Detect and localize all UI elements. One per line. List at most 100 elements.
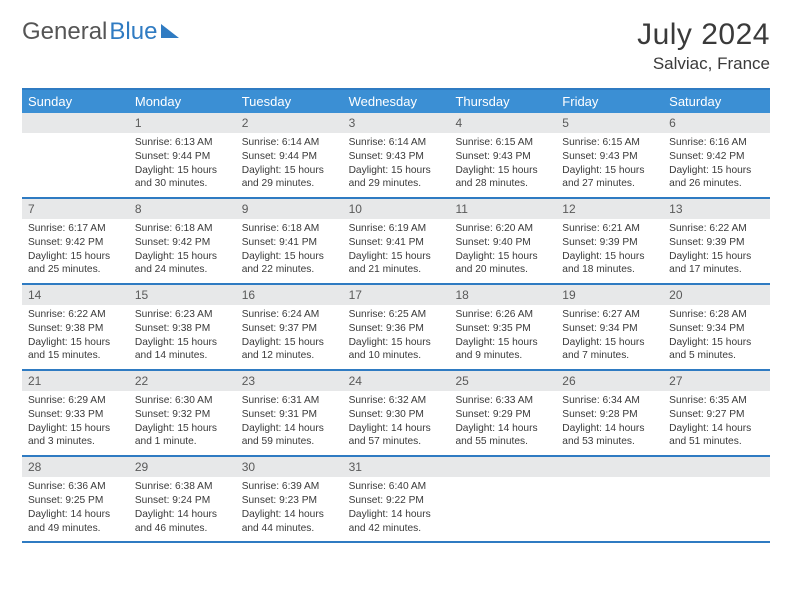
calendar-day: 3Sunrise: 6:14 AMSunset: 9:43 PMDaylight… — [343, 113, 450, 197]
day-number: 20 — [663, 285, 770, 305]
day-body: Sunrise: 6:24 AMSunset: 9:37 PMDaylight:… — [236, 305, 343, 369]
day-number: 8 — [129, 199, 236, 219]
day-line: Sunrise: 6:25 AM — [349, 308, 444, 322]
weekday-label: Thursday — [449, 90, 556, 113]
day-line: Daylight: 14 hours and 46 minutes. — [135, 508, 230, 536]
calendar-day: 9Sunrise: 6:18 AMSunset: 9:41 PMDaylight… — [236, 199, 343, 283]
day-line: Sunset: 9:42 PM — [135, 236, 230, 250]
calendar-day: 29Sunrise: 6:38 AMSunset: 9:24 PMDayligh… — [129, 457, 236, 541]
day-body: Sunrise: 6:33 AMSunset: 9:29 PMDaylight:… — [449, 391, 556, 455]
day-line: Sunset: 9:38 PM — [28, 322, 123, 336]
day-line: Sunrise: 6:19 AM — [349, 222, 444, 236]
day-body: Sunrise: 6:15 AMSunset: 9:43 PMDaylight:… — [449, 133, 556, 197]
day-body — [556, 477, 663, 537]
day-line: Daylight: 15 hours and 9 minutes. — [455, 336, 550, 364]
day-line: Daylight: 14 hours and 53 minutes. — [562, 422, 657, 450]
day-number: 5 — [556, 113, 663, 133]
calendar-week: 28Sunrise: 6:36 AMSunset: 9:25 PMDayligh… — [22, 457, 770, 543]
day-line: Daylight: 15 hours and 22 minutes. — [242, 250, 337, 278]
logo-mark-icon — [161, 24, 179, 38]
day-number: 18 — [449, 285, 556, 305]
day-body: Sunrise: 6:23 AMSunset: 9:38 PMDaylight:… — [129, 305, 236, 369]
weekday-label: Wednesday — [343, 90, 450, 113]
day-line: Sunrise: 6:38 AM — [135, 480, 230, 494]
calendar-day: 25Sunrise: 6:33 AMSunset: 9:29 PMDayligh… — [449, 371, 556, 455]
weekday-label: Monday — [129, 90, 236, 113]
day-number: 28 — [22, 457, 129, 477]
day-number — [663, 457, 770, 477]
day-body — [449, 477, 556, 537]
day-line: Daylight: 15 hours and 29 minutes. — [349, 164, 444, 192]
calendar-day: 20Sunrise: 6:28 AMSunset: 9:34 PMDayligh… — [663, 285, 770, 369]
day-line: Sunrise: 6:18 AM — [135, 222, 230, 236]
calendar-week: 21Sunrise: 6:29 AMSunset: 9:33 PMDayligh… — [22, 371, 770, 457]
calendar-day: 27Sunrise: 6:35 AMSunset: 9:27 PMDayligh… — [663, 371, 770, 455]
weekday-label: Tuesday — [236, 90, 343, 113]
day-body — [22, 133, 129, 193]
day-number: 12 — [556, 199, 663, 219]
day-line: Sunset: 9:42 PM — [669, 150, 764, 164]
day-number: 22 — [129, 371, 236, 391]
day-line: Sunset: 9:44 PM — [242, 150, 337, 164]
day-number: 6 — [663, 113, 770, 133]
weekday-label: Sunday — [22, 90, 129, 113]
day-line: Sunset: 9:23 PM — [242, 494, 337, 508]
day-number: 2 — [236, 113, 343, 133]
day-line: Daylight: 14 hours and 44 minutes. — [242, 508, 337, 536]
day-line: Sunrise: 6:15 AM — [455, 136, 550, 150]
day-body: Sunrise: 6:14 AMSunset: 9:44 PMDaylight:… — [236, 133, 343, 197]
calendar-day: 21Sunrise: 6:29 AMSunset: 9:33 PMDayligh… — [22, 371, 129, 455]
day-line: Daylight: 15 hours and 29 minutes. — [242, 164, 337, 192]
day-line: Sunset: 9:27 PM — [669, 408, 764, 422]
day-number: 27 — [663, 371, 770, 391]
day-line: Sunset: 9:39 PM — [669, 236, 764, 250]
day-body — [663, 477, 770, 537]
day-line: Sunrise: 6:13 AM — [135, 136, 230, 150]
day-number — [449, 457, 556, 477]
day-line: Sunrise: 6:30 AM — [135, 394, 230, 408]
logo-text-1: General — [22, 18, 107, 46]
day-line: Sunrise: 6:36 AM — [28, 480, 123, 494]
day-line: Sunset: 9:29 PM — [455, 408, 550, 422]
day-body: Sunrise: 6:38 AMSunset: 9:24 PMDaylight:… — [129, 477, 236, 541]
calendar-day: 4Sunrise: 6:15 AMSunset: 9:43 PMDaylight… — [449, 113, 556, 197]
day-body: Sunrise: 6:22 AMSunset: 9:39 PMDaylight:… — [663, 219, 770, 283]
day-line: Sunrise: 6:29 AM — [28, 394, 123, 408]
day-line: Daylight: 15 hours and 18 minutes. — [562, 250, 657, 278]
day-line: Sunrise: 6:35 AM — [669, 394, 764, 408]
location-label: Salviac, France — [637, 54, 770, 74]
day-line: Daylight: 15 hours and 21 minutes. — [349, 250, 444, 278]
day-body: Sunrise: 6:17 AMSunset: 9:42 PMDaylight:… — [22, 219, 129, 283]
calendar-day: 24Sunrise: 6:32 AMSunset: 9:30 PMDayligh… — [343, 371, 450, 455]
day-line: Sunset: 9:24 PM — [135, 494, 230, 508]
day-number: 9 — [236, 199, 343, 219]
day-number: 25 — [449, 371, 556, 391]
day-line: Sunset: 9:41 PM — [242, 236, 337, 250]
day-body: Sunrise: 6:21 AMSunset: 9:39 PMDaylight:… — [556, 219, 663, 283]
day-body: Sunrise: 6:22 AMSunset: 9:38 PMDaylight:… — [22, 305, 129, 369]
calendar-day: 7Sunrise: 6:17 AMSunset: 9:42 PMDaylight… — [22, 199, 129, 283]
day-line: Sunset: 9:43 PM — [562, 150, 657, 164]
day-line: Sunrise: 6:14 AM — [242, 136, 337, 150]
day-body: Sunrise: 6:35 AMSunset: 9:27 PMDaylight:… — [663, 391, 770, 455]
weekday-label: Saturday — [663, 90, 770, 113]
day-line: Sunrise: 6:21 AM — [562, 222, 657, 236]
day-body: Sunrise: 6:19 AMSunset: 9:41 PMDaylight:… — [343, 219, 450, 283]
day-number: 24 — [343, 371, 450, 391]
day-body: Sunrise: 6:14 AMSunset: 9:43 PMDaylight:… — [343, 133, 450, 197]
calendar-day: 17Sunrise: 6:25 AMSunset: 9:36 PMDayligh… — [343, 285, 450, 369]
day-line: Sunset: 9:41 PM — [349, 236, 444, 250]
calendar-day: 5Sunrise: 6:15 AMSunset: 9:43 PMDaylight… — [556, 113, 663, 197]
day-body: Sunrise: 6:26 AMSunset: 9:35 PMDaylight:… — [449, 305, 556, 369]
weekday-label: Friday — [556, 90, 663, 113]
day-line: Sunset: 9:31 PM — [242, 408, 337, 422]
calendar-day: 23Sunrise: 6:31 AMSunset: 9:31 PMDayligh… — [236, 371, 343, 455]
day-line: Sunrise: 6:22 AM — [28, 308, 123, 322]
day-number: 4 — [449, 113, 556, 133]
day-body: Sunrise: 6:39 AMSunset: 9:23 PMDaylight:… — [236, 477, 343, 541]
calendar-day — [556, 457, 663, 541]
calendar-day: 14Sunrise: 6:22 AMSunset: 9:38 PMDayligh… — [22, 285, 129, 369]
day-body: Sunrise: 6:40 AMSunset: 9:22 PMDaylight:… — [343, 477, 450, 541]
day-line: Sunrise: 6:15 AM — [562, 136, 657, 150]
day-line: Daylight: 15 hours and 15 minutes. — [28, 336, 123, 364]
